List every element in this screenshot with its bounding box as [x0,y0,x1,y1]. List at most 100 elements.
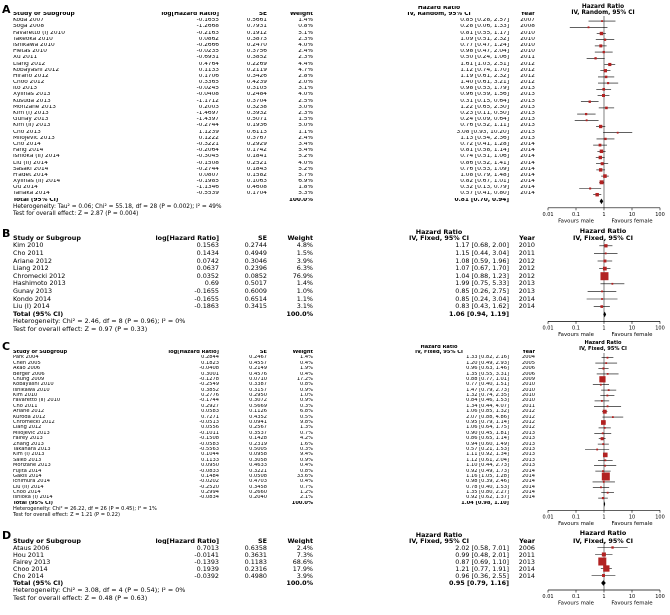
study-name: Cho 2011 [13,403,38,409]
col-year: Year [522,350,535,356]
loghr-value: 0.1563 [196,242,219,249]
study-row: Ariane 2012 0.0583 0.1126 6.8% 1.06 [0.85, 1… [13,409,670,414]
loghr-value: -0.0583 [199,441,219,447]
col-se: SE [259,350,267,356]
year-value: 2011 [518,249,535,257]
year-value: 2014 [518,565,535,573]
se-value: 0.2567 [249,425,267,431]
col-hr-line2: IV, Random, 95% CI [407,12,471,18]
study-name: Chromecki 2012 [13,420,55,426]
study-row: Sasaki 2014 -0.2744 0.1843 5.2% 0.76 [0.53, … [13,167,670,173]
ci-value: 0.24 [0.09, 0.64] [460,117,509,123]
loghr-value: 0.2844 [201,355,219,361]
study-row: Zhang 2013 -0.0583 0.2319 1.6% 0.94 [0.60, 1… [13,441,670,447]
year-value: 2014 [522,473,535,479]
study-name: Kim (I) 2013 [13,111,49,116]
study-row: Takeoka 2010 0.0862 0.3873 2.3% 1.09 [0.51, … [13,37,670,43]
ci-value: 0.98 [0.53, 1.79] [460,86,509,92]
loghr-value: -1.4697 [196,111,219,116]
loghr-value: -0.0202 [199,479,219,485]
weight-value: 0.8% [300,468,313,474]
ci-value: 0.81 [0.70, 0.94] [454,198,509,204]
study-name: Takahara 2013 [13,446,51,452]
favours-left-label: Favours male [558,332,595,338]
ci-value: 0.32 [0.13, 0.79] [460,185,509,191]
loghr-value: -0.1393 [194,558,219,566]
effect-square [603,38,607,41]
se-value: 0.2316 [244,565,267,573]
weight-value: 3.1% [296,303,313,310]
col-weight: Weight [287,538,313,545]
year-value: 2013 [522,430,535,436]
loghr-value: -0.5539 [196,191,219,197]
overall-effect-note: Test for overall effect: Z = 1.21 (P = 0… [13,512,120,519]
se-value: 0.3704 [246,98,267,104]
year-value: 2014 [520,141,535,147]
effect-square [600,271,609,280]
loghr-value: -0.0513 [199,420,219,426]
tick-label: 0.01 [542,212,553,218]
ci-value: 0.76 [0.52, 1.11] [460,123,509,129]
year-value: 2014 [520,148,535,154]
effect-square [585,119,588,122]
ci-value: 0.50 [0.24, 1.06] [460,55,509,61]
tick-label: 10 [629,514,635,520]
tick-label: 100 [655,594,665,600]
year-value: 2014 [518,303,535,310]
study-name: Ishikawa 2010 [13,42,55,48]
se-value: 0.1843 [246,166,267,172]
year-value: 2014 [522,479,535,485]
loghr-value: -0.1011 [199,430,219,436]
ci-value: 0.57 [0.21, 1.53] [466,446,509,452]
effect-square [602,443,605,446]
ci-value: 1.06 [0.94, 1.19] [448,310,509,318]
study-name: Takeoka 2010 [13,36,53,42]
panel-label-a: A [2,3,11,16]
effect-square [604,459,607,462]
weight-value: 5.4% [298,148,313,154]
se-value: 0.4980 [244,572,267,580]
loghr-value: -1.1712 [196,98,219,104]
loghr-value: 0.0862 [198,36,219,42]
weight-value: 4.4% [298,61,313,67]
loghr-value: -0.0141 [194,551,219,559]
year-value: 2013 [522,457,535,463]
study-row: Fang 2014 -0.2064 0.1742 5.4% 0.81 [0.58, 1.… [13,148,670,154]
loghr-value: 0.1222 [198,135,219,141]
ci-value: 1.06 [0.64, 1.75] [466,425,509,431]
total-row: Total (95% CI) 100.0% 1.06 [0.94, 1.19] [13,310,670,318]
study-name: Chromecki 2012 [13,272,66,280]
study-name: Chen 2005 [13,360,41,366]
tick-label: 10 [629,212,635,218]
study-row: Akao 2006 -0.0408 0.2149 1.9% 0.96 [0.63, 1.… [13,366,670,371]
weight-value: 76.9% [292,272,313,280]
weight-value: 0.4% [300,360,313,366]
year-value: 2010 [522,387,535,393]
study-row: Liu (I) 2014 -0.1863 0.3415 3.1% 0.83 [0.43,… [13,303,670,311]
ci-value: 2.02 [0.58, 7.01] [455,544,509,552]
se-value: 0.3157 [249,387,267,393]
weight-value: 5.3% [298,191,313,197]
se-value: 0.5669 [249,403,267,409]
year-value: 2013 [522,436,535,442]
loghr-value: 0.7013 [196,544,219,552]
study-row: Gakis 2014 0.1484 0.0508 33.6% 1.16 [1.05, 1… [13,474,670,479]
se-value: 0.2396 [244,265,267,272]
ci-value: 0.94 [0.60, 1.49] [466,441,509,447]
loghr-value: -0.3221 [196,141,219,147]
weight-value: 1.9% [300,366,313,372]
col-study: Study or Subgroup [13,538,81,545]
loghr-value: 0.0950 [201,463,219,469]
se-value: 0.1936 [246,123,267,129]
favours-left-label: Favours male [558,218,595,224]
weight-value: 6.3% [296,265,313,272]
year-value: 2014 [522,484,535,490]
ci-value: 0.78 [0.40, 1.53] [466,484,509,490]
study-row: Ou 2014 -1.1346 0.4608 1.8% 0.32 [0.13, 0.79… [13,185,670,191]
se-value: 0.3387 [249,382,267,388]
favours-right-label: Favours female [611,332,653,338]
se-value: 0.4239 [246,80,267,86]
pooled-diamond [599,198,604,205]
se-value: 0.1183 [244,558,267,566]
year-value: 2014 [518,295,535,302]
